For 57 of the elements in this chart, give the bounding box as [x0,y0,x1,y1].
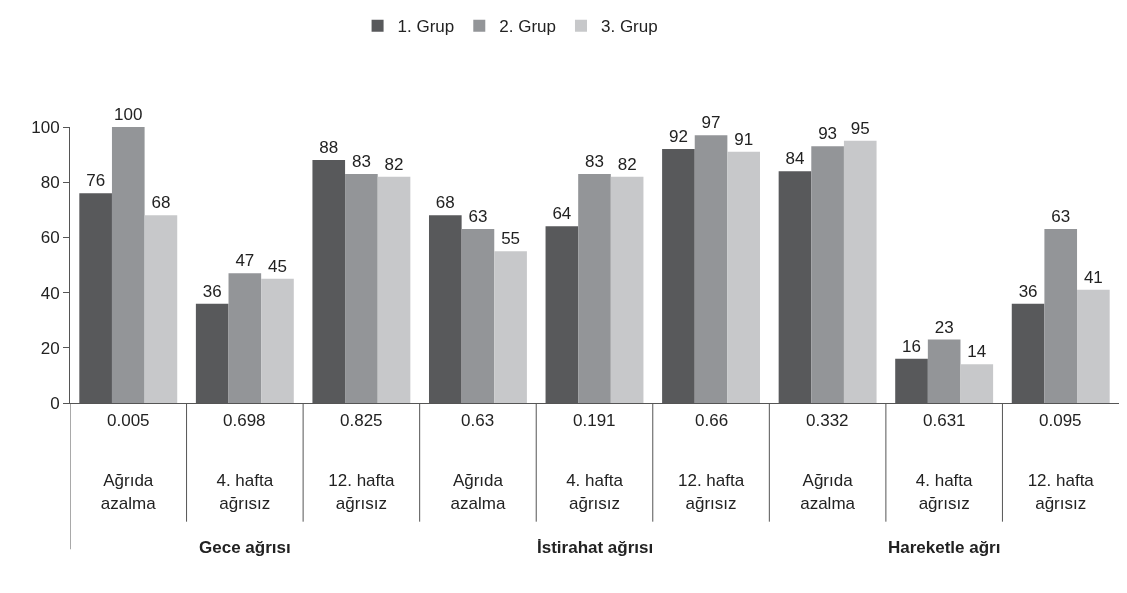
data-label: 63 [1051,207,1071,227]
data-label: 92 [668,127,688,147]
y-tick-label: 20 [40,338,60,358]
data-label: 68 [151,193,171,213]
data-label: 88 [319,138,339,158]
data-label: 82 [384,154,404,174]
text: İstirahat ağrısı [537,538,654,557]
x-tick-label: Ağrıda azalma [100,471,157,513]
text: Gece ağrısı [199,538,291,557]
text: 0.332 [806,411,849,430]
data-label: 76 [86,171,106,191]
text: 0.698 [223,411,266,430]
data-label: 91 [734,129,754,149]
text: 0.66 [695,411,729,430]
data-label: 84 [785,149,805,169]
y-tick-label: 80 [40,173,60,193]
x-tick-label: 12. hafta ağrısız [1027,471,1095,513]
x-tick-label: 4. hafta ağrısız [216,471,274,513]
data-label: 36 [1018,281,1038,301]
data-label: 83 [351,151,371,171]
data-label: 100 [114,105,143,124]
text: 0.631 [923,411,966,430]
data-label: 55 [501,229,521,249]
data-label: 23 [934,317,954,337]
data-label: 64 [552,204,572,224]
data-label: 41 [1083,267,1103,287]
y-tick-label: 0 [50,393,60,413]
data-label: 45 [268,256,287,276]
x-tick-label: Ağrıda azalma [450,471,506,513]
legend-label: 1. Grup [397,17,455,37]
text: 0.095 [1039,411,1082,430]
text: 0.005 [107,411,150,430]
x-tick-label: 4. hafta ağrısız [915,471,974,513]
data-label: 83 [585,151,604,171]
legend-label: 3. Grup [600,17,658,37]
data-label: 47 [235,251,255,271]
data-label: 95 [850,118,870,138]
x-tick-label: 4. hafta ağrısız [566,471,624,513]
y-tick-label: 60 [40,228,60,248]
x-tick-label: Ağrıda azalma [800,471,856,513]
data-label: 93 [818,124,838,144]
data-label: 36 [202,281,222,301]
y-tick-label: 100 [31,117,60,137]
text: 0.825 [340,411,383,430]
y-tick-label: 40 [40,283,60,303]
text: 0.191 [573,411,616,430]
data-label: 97 [701,113,721,133]
data-label: 63 [468,207,488,227]
text: 0.63 [461,411,495,430]
x-tick-label: 12. hafta ağrısız [677,471,745,513]
data-label: 16 [902,336,921,356]
x-tick-label: 12. hafta ağrısız [328,471,396,513]
data-label: 68 [435,193,455,213]
text: Hareketle ağrı [888,538,1001,557]
data-label: 82 [617,154,637,174]
data-label: 14 [967,342,987,362]
legend-label: 2. Grup [499,17,556,37]
